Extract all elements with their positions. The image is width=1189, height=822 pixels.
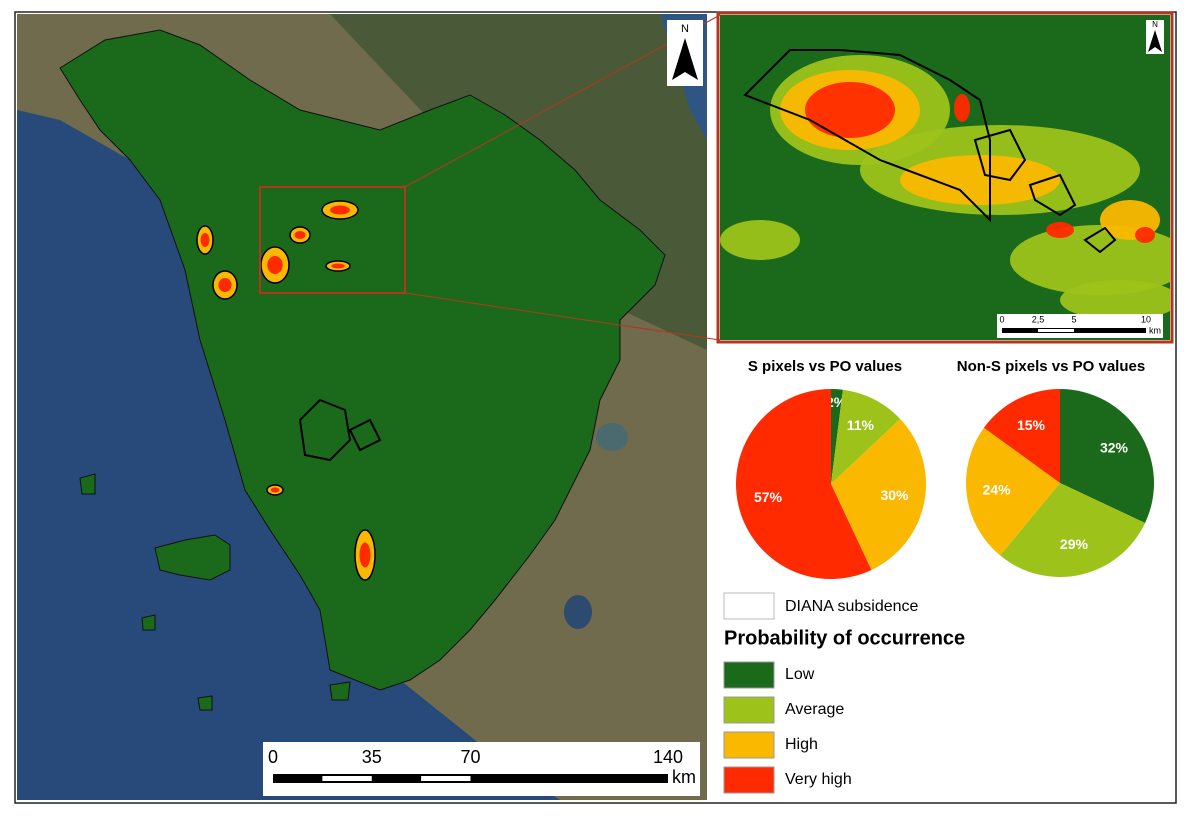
pie-value-label: 29% xyxy=(1060,536,1089,552)
legend-swatch xyxy=(723,661,775,689)
north-arrow xyxy=(672,38,698,80)
inset-subsidence-outline xyxy=(743,49,1117,254)
pie-slice xyxy=(1060,389,1154,524)
region-low xyxy=(59,29,666,691)
island xyxy=(329,681,351,701)
pie-slice xyxy=(831,418,927,570)
legend-swatch xyxy=(723,696,775,724)
main-map xyxy=(17,14,707,800)
inset-north-label: N xyxy=(1152,20,1158,29)
island xyxy=(141,614,156,631)
very-high-area xyxy=(330,205,350,215)
very-high-area xyxy=(218,278,232,292)
pie-slice xyxy=(983,389,1060,483)
inset-map xyxy=(720,15,1170,340)
pie-slice xyxy=(1000,483,1146,577)
very-high-area xyxy=(294,231,306,239)
inset-scale-label: 0 xyxy=(999,314,1004,324)
inset-class-area xyxy=(1010,225,1170,295)
island xyxy=(79,473,96,495)
scale-bar-label: 140 xyxy=(653,747,683,767)
pie-slice xyxy=(736,389,872,579)
legend-label: High xyxy=(785,736,818,753)
subsidence-swatch xyxy=(723,592,775,620)
inset-border xyxy=(716,11,1174,344)
pie-value-label: 11% xyxy=(847,417,875,433)
inset-class-area xyxy=(954,94,970,122)
scale-bar-segment xyxy=(421,776,471,781)
inset-scale-unit: km xyxy=(1149,325,1161,335)
pie-value-label: 57% xyxy=(754,489,783,505)
legend-swatch xyxy=(723,731,775,759)
inset-class-area xyxy=(900,155,1060,205)
island xyxy=(154,534,231,581)
inset-scale-box xyxy=(997,314,1163,338)
pie-slice xyxy=(831,389,901,484)
scale-bar-segment xyxy=(322,776,372,781)
island xyxy=(197,695,213,711)
lake xyxy=(596,423,628,451)
legend-swatch xyxy=(723,766,775,794)
scale-bar-label: 35 xyxy=(362,747,382,767)
very-high-area xyxy=(331,263,345,269)
inset-class-area xyxy=(1060,280,1170,320)
scale-bar-label: 70 xyxy=(460,747,480,767)
inset-class-area xyxy=(805,82,895,138)
legend-label: Low xyxy=(785,666,815,683)
pie-title: S pixels vs PO values xyxy=(748,358,902,375)
legend-label: Very high xyxy=(785,771,852,788)
inset-class-area xyxy=(720,220,800,260)
inset-north-arrow xyxy=(1148,30,1162,52)
pie-value-label: 15% xyxy=(1017,417,1046,433)
inset-class-area xyxy=(1135,227,1155,243)
zoom-line xyxy=(404,292,721,341)
pie-value-label: 30% xyxy=(880,487,909,503)
very-high-area xyxy=(267,256,283,274)
legend-label: Average xyxy=(785,701,844,718)
pie-value-label: 32% xyxy=(1100,439,1129,455)
very-high-area xyxy=(359,542,371,568)
pie-slice xyxy=(966,427,1060,556)
inset-scale-label: 2,5 xyxy=(1032,314,1045,324)
inset-scale-label: 10 xyxy=(1141,314,1151,324)
subsidence-outline xyxy=(298,398,382,462)
inset-scale-segment xyxy=(1038,329,1074,332)
very-high-area xyxy=(270,487,280,493)
lake xyxy=(564,595,592,629)
inset-class-area xyxy=(1046,222,1074,238)
very-high-area xyxy=(200,233,210,247)
scale-bar-unit: km xyxy=(672,767,696,787)
inset-scale-label: 5 xyxy=(1071,314,1076,324)
zoom-box xyxy=(259,186,406,294)
scale-bar-label: 0 xyxy=(268,747,278,767)
north-label: N xyxy=(681,23,689,35)
pie-title: Non-S pixels vs PO values xyxy=(957,358,1145,375)
pie-value-label: 24% xyxy=(983,482,1012,498)
scale-bar-box xyxy=(263,742,700,796)
subsidence-label: DIANA subsidence xyxy=(785,598,919,615)
legend-title: Probability of occurrence xyxy=(724,627,965,649)
pie-slice xyxy=(831,389,843,484)
